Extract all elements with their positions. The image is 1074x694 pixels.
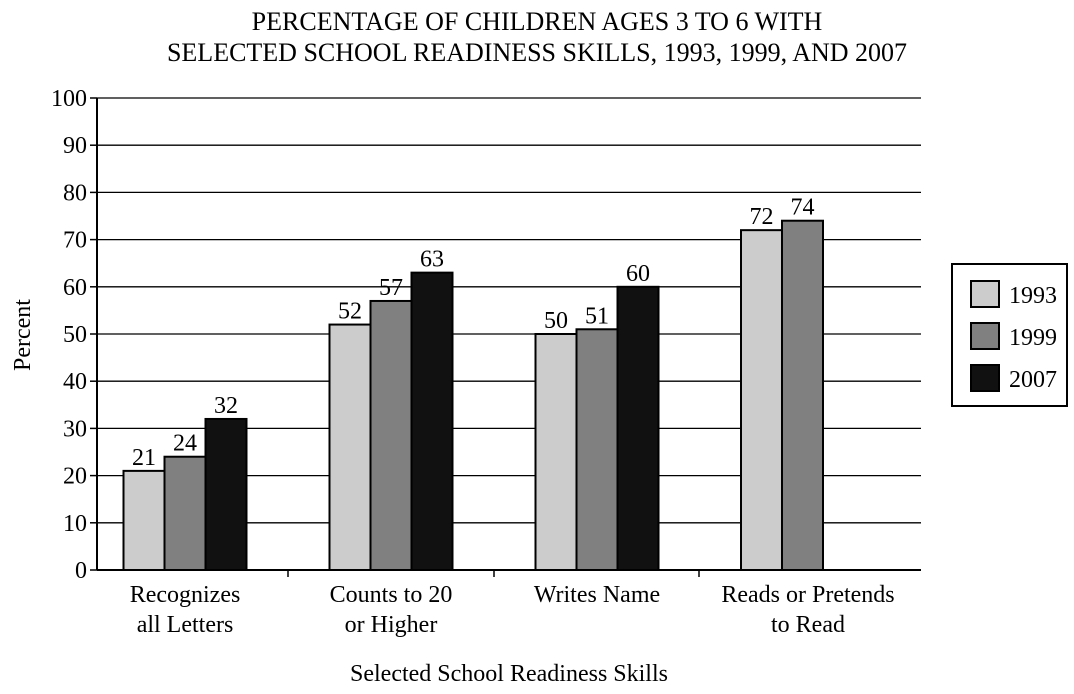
x-tick-label: to Read	[771, 612, 845, 638]
data-label: 21	[132, 445, 156, 471]
legend-label: 2007	[1009, 367, 1057, 393]
data-label: 63	[420, 247, 444, 273]
chart-title-line: SELECTED SCHOOL READINESS SKILLS, 1993, …	[167, 38, 907, 67]
data-label: 72	[750, 204, 774, 230]
y-tick-label: 10	[63, 511, 87, 537]
legend-label: 1999	[1009, 325, 1057, 351]
data-label: 50	[544, 308, 568, 334]
bar	[410, 271, 454, 571]
data-label: 32	[214, 393, 238, 419]
y-tick-label: 0	[75, 558, 87, 584]
bar	[163, 455, 207, 571]
legend-swatch	[970, 364, 1000, 392]
bar	[575, 328, 619, 571]
bar	[616, 285, 660, 571]
bar	[534, 333, 578, 571]
bar	[740, 229, 783, 571]
data-label: 57	[379, 275, 403, 301]
y-axis-ticks: 0 10 20 30 40 50 60 70 80 90 100	[51, 86, 97, 584]
bar	[369, 299, 413, 571]
bar	[781, 219, 824, 571]
x-tick-label: Counts to 20	[330, 582, 453, 608]
y-tick-label: 20	[63, 464, 87, 490]
data-label: 24	[173, 431, 197, 457]
x-tick-label: Reads or Pretends	[721, 582, 894, 608]
y-tick-label: 40	[63, 369, 87, 395]
x-axis-ticks: Recognizes all Letters Counts to 20 or High…	[130, 570, 895, 638]
x-axis-label: Selected School Readiness Skills	[350, 661, 668, 687]
legend-label: 1993	[1009, 283, 1057, 309]
y-tick-label: 90	[63, 133, 87, 159]
data-label: 52	[338, 299, 362, 325]
x-tick-label: or Higher	[345, 612, 438, 638]
chart-title: PERCENTAGE OF CHILDREN AGES 3 TO 6 WITHS…	[167, 7, 907, 67]
y-tick-label: 60	[63, 275, 87, 301]
y-axis-label: Percent	[10, 299, 36, 371]
y-tick-label: 50	[63, 322, 87, 348]
data-labels: 21 24 32 52 57 63 50 51 60 72 74	[132, 195, 815, 471]
y-tick-label: 30	[63, 416, 87, 442]
data-label: 74	[791, 195, 815, 221]
bar	[328, 323, 372, 571]
x-tick-label: Recognizes	[130, 582, 241, 608]
y-tick-label: 80	[63, 180, 87, 206]
x-tick-label: Writes Name	[534, 582, 660, 608]
chart-title-line: PERCENTAGE OF CHILDREN AGES 3 TO 6 WITH	[252, 7, 823, 36]
legend-swatch	[970, 280, 1000, 308]
x-tick-label: all Letters	[137, 612, 234, 638]
bar	[122, 469, 166, 572]
bar	[204, 417, 248, 571]
y-tick-label: 100	[51, 86, 87, 112]
data-label: 60	[626, 261, 650, 287]
legend-swatch	[970, 322, 1000, 350]
y-tick-label: 70	[63, 228, 87, 254]
bars	[122, 219, 824, 572]
axes	[96, 98, 921, 571]
data-label: 51	[585, 303, 609, 329]
legend: 1993 1999 2007	[951, 263, 1068, 407]
